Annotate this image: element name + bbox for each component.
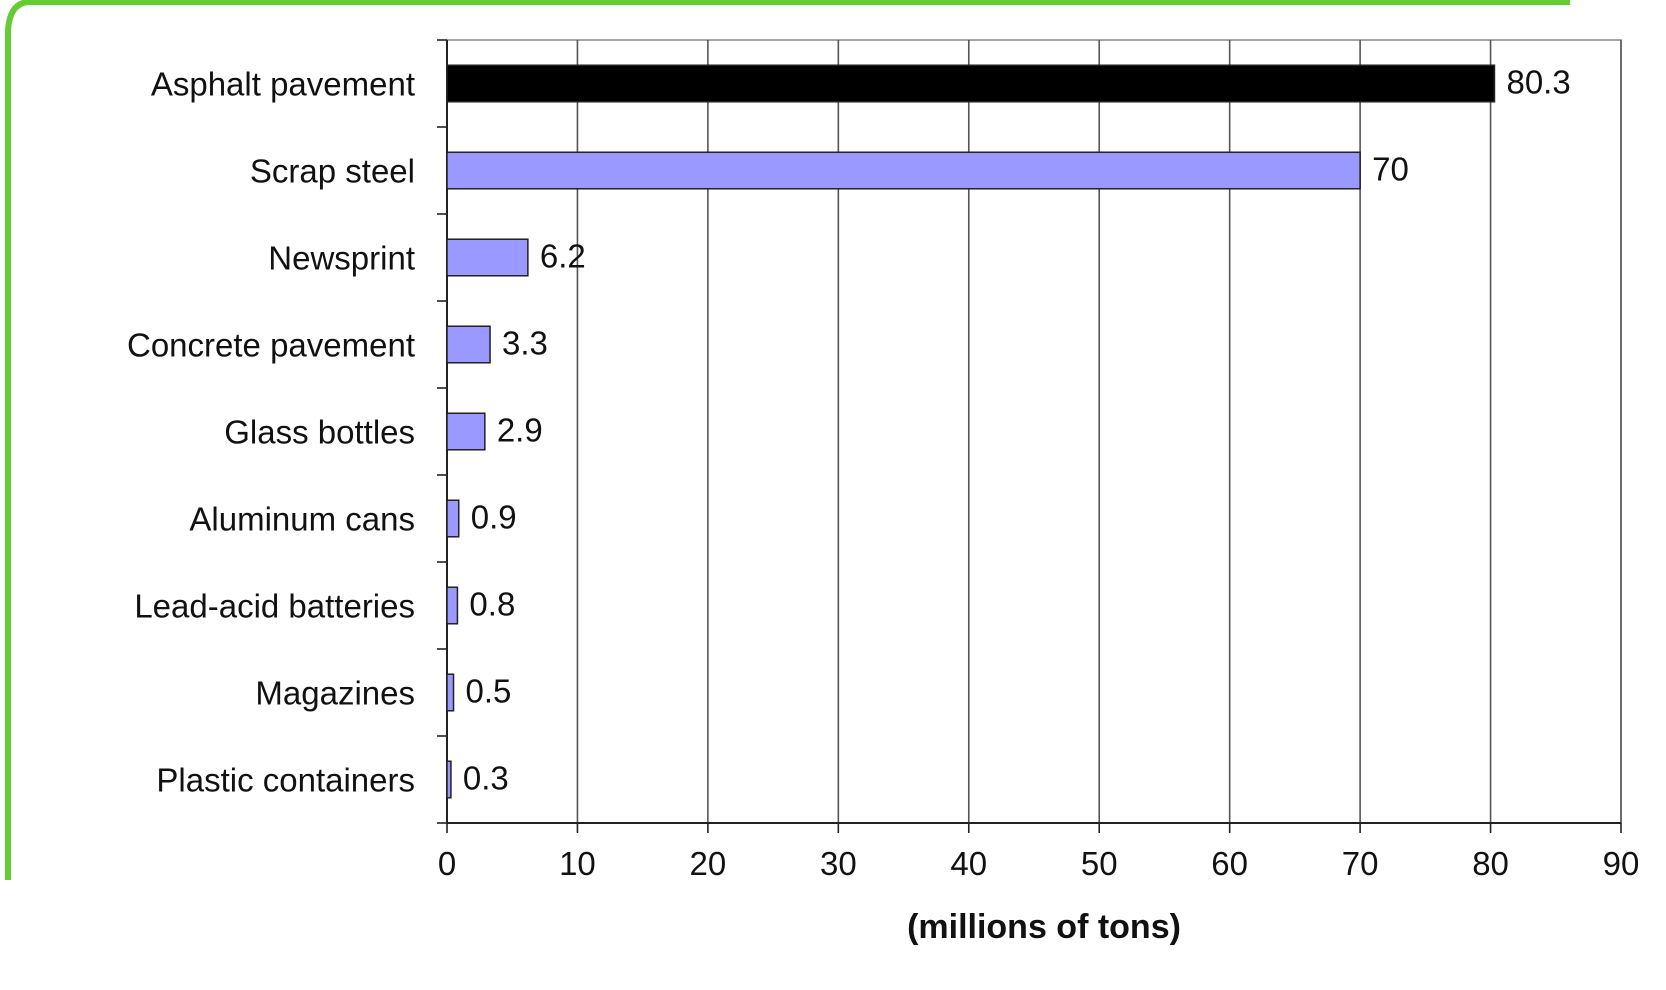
x-tick-label: 70 [1342, 845, 1379, 882]
x-tick-label: 40 [950, 845, 987, 882]
category-label-magazines: Magazines [255, 675, 415, 712]
x-axis-title: (millions of tons) [907, 908, 1181, 946]
bar-plastic-containers [446, 760, 452, 799]
bar-lead-acid-batteries [446, 586, 459, 625]
value-label-aluminum-cans: 0.9 [471, 499, 517, 536]
bar-scrap-steel [446, 151, 1361, 190]
category-label-concrete-pavement: Concrete pavement [127, 327, 415, 364]
value-label-asphalt-pavement: 80.3 [1506, 64, 1570, 101]
value-label-lead-acid-batteries: 0.8 [469, 586, 515, 623]
x-tick-label: 20 [690, 845, 727, 882]
bar-aluminum-cans [446, 499, 460, 538]
category-label-lead-acid-batteries: Lead-acid batteries [134, 588, 415, 625]
value-label-glass-bottles: 2.9 [497, 412, 543, 449]
bar-newsprint [446, 238, 529, 277]
bar-glass-bottles [446, 412, 486, 451]
x-tick-label: 0 [438, 845, 456, 882]
category-label-aluminum-cans: Aluminum cans [189, 501, 415, 538]
value-label-plastic-containers: 0.3 [463, 760, 509, 797]
category-label-newsprint: Newsprint [268, 240, 415, 277]
value-label-scrap-steel: 70 [1372, 151, 1409, 188]
bar-asphalt-pavement [446, 64, 1496, 103]
category-label-glass-bottles: Glass bottles [224, 414, 415, 451]
x-tick-label: 30 [820, 845, 857, 882]
x-tick-label: 90 [1603, 845, 1640, 882]
x-tick-label: 80 [1472, 845, 1509, 882]
category-label-plastic-containers: Plastic containers [156, 762, 415, 799]
x-tick-label: 50 [1081, 845, 1118, 882]
x-tick-label: 60 [1211, 845, 1248, 882]
x-tick-label: 10 [559, 845, 596, 882]
category-label-scrap-steel: Scrap steel [250, 153, 415, 190]
bar-magazines [446, 673, 455, 712]
bar-concrete-pavement [446, 325, 491, 364]
value-label-concrete-pavement: 3.3 [502, 325, 548, 362]
frame-border [5, 0, 1570, 880]
category-label-asphalt-pavement: Asphalt pavement [151, 66, 415, 103]
value-label-magazines: 0.5 [466, 673, 512, 710]
value-label-newsprint: 6.2 [540, 238, 586, 275]
